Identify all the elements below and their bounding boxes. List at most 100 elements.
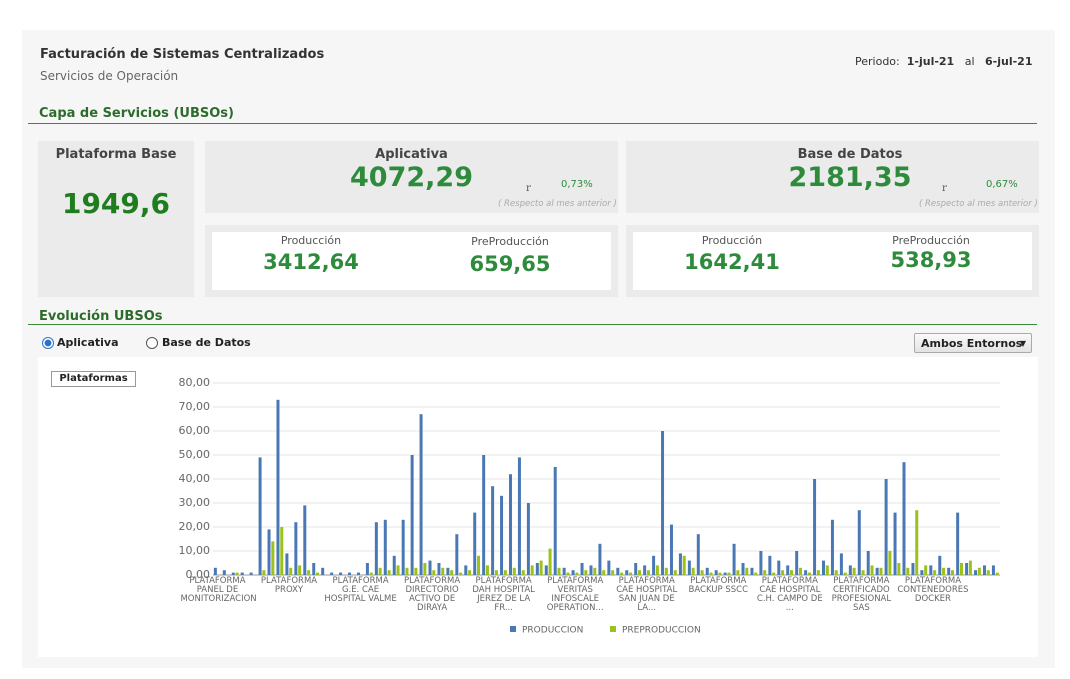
dropdown[interactable]: Ambos Entornos ▼ bbox=[914, 333, 1032, 353]
kpi-box bbox=[205, 141, 618, 213]
period-to: 6-jul-21 bbox=[985, 55, 1033, 68]
bar bbox=[929, 565, 933, 575]
bar bbox=[682, 555, 686, 575]
bar bbox=[280, 527, 284, 575]
bar bbox=[696, 534, 700, 575]
bar bbox=[602, 570, 606, 575]
bar bbox=[455, 534, 459, 575]
bar bbox=[888, 551, 892, 575]
bar bbox=[437, 563, 441, 575]
radio[interactable] bbox=[146, 336, 158, 349]
bar bbox=[423, 563, 427, 575]
kpi-value: 1949,6 bbox=[61, 187, 171, 220]
bar bbox=[652, 555, 656, 575]
bar bbox=[915, 510, 919, 575]
chart: 0,00 10,00 20,00 30,00 40,00 50,00 60,00 70,00 8… bbox=[179, 376, 1000, 636]
bar bbox=[848, 565, 852, 575]
radio-label: Base de Datos bbox=[162, 336, 251, 349]
bar bbox=[562, 567, 566, 575]
radio-bd[interactable]: Base de Datos bbox=[146, 336, 251, 349]
y-tick-label: 50,00 bbox=[179, 448, 211, 461]
bar bbox=[861, 570, 865, 575]
kpi-box bbox=[38, 141, 194, 297]
period-from: 1-jul-21 bbox=[906, 55, 955, 68]
kpi-title: Base de Datos bbox=[797, 147, 903, 162]
bar bbox=[285, 553, 289, 575]
bar bbox=[795, 551, 799, 575]
period-sep: al bbox=[964, 55, 975, 68]
bar bbox=[553, 467, 557, 575]
bar bbox=[714, 570, 718, 575]
bar bbox=[830, 519, 834, 575]
bar bbox=[258, 457, 262, 575]
bar bbox=[369, 572, 373, 575]
bar bbox=[249, 572, 253, 575]
bar bbox=[526, 503, 530, 575]
platforms-button[interactable]: Plataformas bbox=[51, 371, 136, 387]
bar bbox=[638, 570, 642, 575]
bar bbox=[231, 572, 235, 575]
bar bbox=[276, 399, 280, 575]
bar bbox=[754, 572, 758, 575]
bar bbox=[902, 462, 906, 575]
bar bbox=[584, 570, 588, 575]
bar bbox=[933, 570, 937, 575]
bar bbox=[267, 529, 271, 575]
bar bbox=[875, 567, 879, 575]
bar bbox=[768, 555, 772, 575]
legend-label: PRODUCCION bbox=[522, 626, 583, 636]
bar bbox=[687, 560, 691, 575]
bar bbox=[289, 567, 293, 575]
bar bbox=[589, 565, 593, 575]
bar bbox=[530, 565, 534, 575]
y-tick-label: 40,00 bbox=[179, 472, 211, 485]
kpi-note: ( Respecto al mes anterior ) bbox=[919, 199, 1038, 209]
bar bbox=[991, 565, 995, 575]
bar bbox=[938, 555, 942, 575]
bar bbox=[920, 570, 924, 575]
bar bbox=[834, 570, 838, 575]
kpi-value: 4072,29 bbox=[350, 162, 473, 193]
bar bbox=[822, 560, 826, 575]
bar bbox=[303, 505, 307, 575]
legend-swatch bbox=[510, 626, 516, 632]
bar bbox=[428, 560, 432, 575]
bar bbox=[348, 572, 352, 575]
x-tick-label: PLATAFORMA DIRECTORIO ACTIVO DE DIRAYA bbox=[403, 576, 461, 613]
caret: ▼ bbox=[1019, 339, 1026, 348]
bar bbox=[477, 555, 481, 575]
x-tick-label: PLATAFORMA CAE HOSPITAL SAN JUAN DE LA..… bbox=[616, 576, 678, 613]
legend-label: PREPRODUCCION bbox=[622, 626, 701, 636]
bar bbox=[870, 565, 874, 575]
legend-swatch bbox=[610, 626, 616, 632]
bar bbox=[512, 567, 516, 575]
kpi-note: ( Respecto al mes anterior ) bbox=[498, 199, 617, 209]
bar bbox=[705, 567, 709, 575]
bar bbox=[879, 567, 883, 575]
bar bbox=[503, 570, 507, 575]
bar bbox=[763, 570, 767, 575]
bar bbox=[718, 572, 722, 575]
bar bbox=[951, 570, 955, 575]
kpi-sub-label: Producción bbox=[280, 234, 342, 247]
bar bbox=[629, 572, 633, 575]
radio[interactable] bbox=[42, 336, 54, 349]
bar bbox=[468, 570, 472, 575]
arrow-icon: r bbox=[942, 183, 947, 194]
arrow-icon: r bbox=[526, 183, 531, 194]
bar bbox=[750, 567, 754, 575]
radio-label: Aplicativa bbox=[57, 336, 119, 349]
bar bbox=[866, 551, 870, 575]
bar bbox=[995, 572, 999, 575]
bar bbox=[777, 560, 781, 575]
kpi-title: Aplicativa bbox=[375, 147, 448, 162]
bar bbox=[521, 570, 525, 575]
bar bbox=[473, 512, 477, 575]
kpi-inner bbox=[212, 232, 611, 290]
y-tick-label: 0,00 bbox=[186, 568, 211, 581]
bar bbox=[365, 563, 369, 575]
kpi-value: 2181,35 bbox=[788, 162, 912, 193]
x-tick-label: PLATAFORMA CERTIFICADO PROFESIONAL SAS bbox=[831, 576, 892, 613]
radio-aplicativa[interactable]: Aplicativa bbox=[42, 336, 119, 349]
bar bbox=[571, 570, 575, 575]
